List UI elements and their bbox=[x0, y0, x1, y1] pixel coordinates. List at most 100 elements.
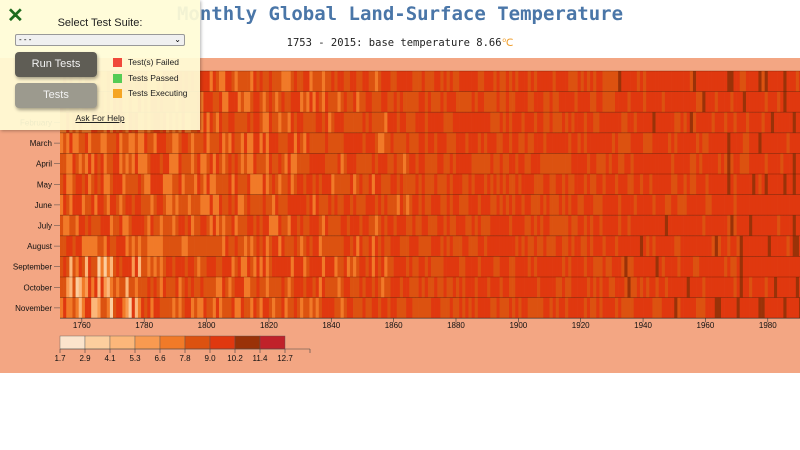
heatmap-cell bbox=[624, 297, 628, 319]
run-tests-button[interactable]: Run Tests bbox=[15, 52, 97, 77]
heatmap-cell bbox=[777, 277, 781, 298]
heatmap-cell bbox=[490, 215, 494, 236]
heatmap-cell bbox=[343, 112, 348, 133]
legend-tick-label: 10.2 bbox=[227, 354, 243, 363]
heatmap-cell bbox=[418, 277, 422, 298]
heatmap-cell bbox=[624, 215, 628, 236]
heatmap-cell bbox=[365, 194, 369, 216]
heatmap-cell bbox=[702, 174, 706, 195]
page-title: Monthly Global Land-Surface Temperature bbox=[176, 3, 624, 25]
heatmap-cell bbox=[378, 297, 382, 319]
heatmap-cell bbox=[91, 235, 95, 257]
heatmap-cell bbox=[749, 235, 753, 257]
heatmap-cell bbox=[296, 174, 301, 195]
heatmap-cell bbox=[714, 71, 719, 92]
heatmap-cell bbox=[505, 256, 510, 277]
heatmap-cell bbox=[88, 194, 92, 216]
test-suite-select[interactable]: - - - ⌄ bbox=[15, 34, 185, 46]
color-legend: 1.7 2.9 4.1 5.3 6.6 7.8 9.0 10.2 11.4 12.7 bbox=[54, 335, 311, 363]
heatmap-cell bbox=[721, 194, 725, 216]
heatmap-cell bbox=[237, 71, 242, 92]
heatmap-cell bbox=[128, 153, 133, 174]
heatmap-cell bbox=[602, 153, 606, 174]
heatmap-cell bbox=[88, 153, 92, 174]
heatmap-cell bbox=[736, 194, 741, 216]
heatmap-cell bbox=[312, 91, 316, 113]
heatmap-cell bbox=[705, 235, 709, 257]
heatmap-cell bbox=[770, 153, 775, 174]
heatmap-cell bbox=[717, 277, 722, 298]
tests-button[interactable]: Tests bbox=[15, 83, 97, 108]
heatmap-cell bbox=[306, 194, 310, 216]
heatmap-cell bbox=[353, 235, 357, 257]
heatmap-cell bbox=[624, 112, 628, 133]
heatmap-cell bbox=[278, 132, 282, 154]
heatmap-cell bbox=[583, 297, 588, 319]
heatmap-cell bbox=[724, 91, 728, 113]
heatmap-cell bbox=[209, 277, 214, 298]
heatmap-cell bbox=[777, 215, 781, 236]
heatmap-cell bbox=[137, 215, 142, 236]
heatmap-cell bbox=[290, 132, 295, 154]
heatmap-cell bbox=[474, 194, 479, 216]
heatmap-cell bbox=[337, 297, 341, 319]
heatmap-cell bbox=[468, 91, 472, 113]
heatmap-cell bbox=[253, 194, 257, 216]
heatmap-cell bbox=[306, 235, 310, 257]
heatmap-cell bbox=[175, 174, 179, 195]
heatmap-cell bbox=[169, 297, 173, 319]
heatmap-cell bbox=[94, 132, 98, 154]
heatmap-cell bbox=[449, 153, 454, 174]
heatmap-cell bbox=[689, 153, 694, 174]
heatmap-cell bbox=[387, 235, 391, 257]
heatmap-cell bbox=[727, 132, 731, 154]
heatmap-cell bbox=[250, 256, 254, 277]
heatmap-cell bbox=[568, 256, 572, 277]
heatmap-cell bbox=[708, 132, 712, 154]
heatmap-cell bbox=[493, 71, 497, 92]
heatmap-cell bbox=[406, 235, 410, 257]
heatmap-cell bbox=[505, 112, 510, 133]
heatmap-cell bbox=[409, 174, 413, 195]
heatmap-cell bbox=[711, 215, 716, 236]
heatmap-cell bbox=[293, 277, 298, 298]
heatmap-cell bbox=[446, 153, 451, 174]
heatmap-cell bbox=[318, 256, 323, 277]
heatmap-cell bbox=[714, 194, 719, 216]
heatmap-cell bbox=[318, 71, 323, 92]
heatmap-cell bbox=[240, 277, 245, 298]
heatmap-cell bbox=[381, 235, 385, 257]
heatmap-cell bbox=[390, 277, 394, 298]
heatmap-cell bbox=[699, 256, 703, 277]
heatmap-cell bbox=[63, 215, 67, 236]
heatmap-cell bbox=[749, 174, 753, 195]
heatmap-cell bbox=[443, 215, 447, 236]
heatmap-cell bbox=[699, 235, 703, 257]
heatmap-cell bbox=[343, 71, 348, 92]
heatmap-cell bbox=[770, 277, 775, 298]
heatmap-cell bbox=[518, 277, 522, 298]
heatmap-cell bbox=[580, 256, 585, 277]
heatmap-cell bbox=[636, 153, 641, 174]
heatmap-cell bbox=[474, 174, 479, 195]
heatmap-cell bbox=[795, 174, 800, 195]
heatmap-cell bbox=[281, 215, 285, 236]
heatmap-cell bbox=[396, 71, 401, 92]
heatmap-cell bbox=[321, 91, 326, 113]
heatmap-cell bbox=[156, 215, 161, 236]
heatmap-cell bbox=[608, 91, 613, 113]
heatmap-cell bbox=[652, 256, 656, 277]
heatmap-cell bbox=[374, 235, 379, 257]
heatmap-cell bbox=[240, 132, 245, 154]
close-icon[interactable]: ✕ bbox=[7, 5, 24, 27]
heatmap-cell bbox=[798, 194, 800, 216]
y-tick-label: July bbox=[38, 222, 52, 231]
heatmap-cell bbox=[166, 215, 170, 236]
heatmap-cell bbox=[540, 91, 544, 113]
heatmap-cell bbox=[443, 256, 447, 277]
ask-for-help-link[interactable]: Ask For Help bbox=[75, 113, 125, 123]
heatmap-cell bbox=[359, 215, 363, 236]
heatmap-cell bbox=[290, 256, 295, 277]
heatmap-cell bbox=[714, 91, 719, 113]
heatmap-cell bbox=[437, 256, 441, 277]
